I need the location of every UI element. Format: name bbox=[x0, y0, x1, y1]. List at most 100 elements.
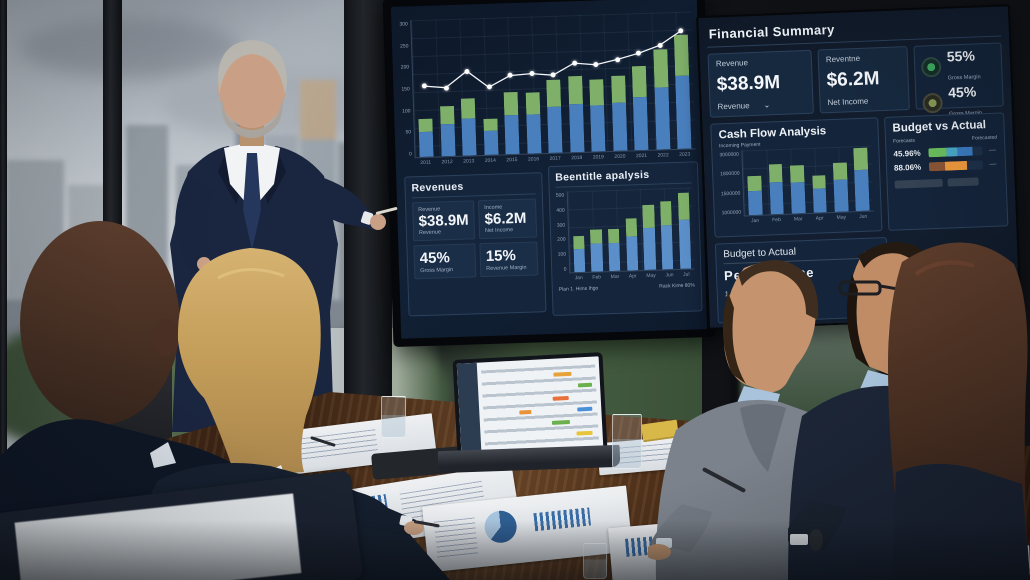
y-tick: 100 bbox=[557, 251, 567, 258]
x-tick: 2023 bbox=[679, 151, 691, 158]
pie-chart bbox=[483, 509, 519, 545]
stacked-bar bbox=[607, 190, 621, 272]
presentation-tv: 300 250 200 150 100 50 0 2011 2012 2013 2014 2015 2… bbox=[382, 0, 716, 347]
x-tick: 2020 bbox=[614, 153, 626, 160]
bar-series bbox=[743, 146, 874, 216]
status-chip bbox=[577, 382, 593, 388]
paper-in-folder bbox=[14, 493, 302, 580]
trend-point bbox=[464, 68, 470, 74]
stacked-bar bbox=[789, 148, 806, 214]
bar-segment-base bbox=[573, 249, 586, 273]
x-tick: 2012 bbox=[441, 159, 453, 166]
x-tick: 2021 bbox=[635, 152, 648, 160]
status-chip bbox=[577, 406, 593, 412]
x-tick: 2016 bbox=[527, 156, 540, 163]
bar-segment bbox=[946, 147, 958, 157]
bar-segment-top bbox=[790, 165, 805, 183]
trend-point bbox=[421, 83, 428, 89]
budget-percent: 45.96% bbox=[893, 148, 921, 159]
stacked-bar bbox=[747, 150, 763, 216]
y-tick: 200 bbox=[400, 64, 410, 71]
budget-bar bbox=[928, 146, 983, 158]
kpi-card-revenue-margin: 15% Revenue Margin bbox=[479, 241, 539, 277]
x-tick: 2019 bbox=[592, 154, 605, 161]
x-tick: 2017 bbox=[549, 155, 561, 162]
dropdown-label: Revenue bbox=[717, 101, 750, 112]
dimmed-row bbox=[894, 177, 999, 189]
bar-segment-top bbox=[590, 229, 602, 245]
margin-gauges: 55% Gross Margin 45% Gross Margin bbox=[913, 42, 1004, 118]
stacked-bar bbox=[589, 190, 603, 272]
laptop-sidebar bbox=[456, 362, 482, 454]
x-tick: Apr bbox=[628, 273, 637, 280]
x-tick: 2015 bbox=[506, 156, 518, 164]
mini-bar-chart bbox=[533, 507, 591, 532]
bar-column bbox=[786, 148, 810, 214]
bar-segment-top bbox=[572, 236, 585, 250]
stacked-bar bbox=[768, 149, 785, 215]
card-label: Revenue bbox=[715, 58, 749, 69]
bar-segment-base bbox=[833, 178, 849, 212]
x-tick: Mar bbox=[610, 273, 620, 281]
revenue-trend-chart: 300 250 200 150 100 50 0 2011 2012 2013 2014 2015 2… bbox=[399, 11, 696, 168]
status-chip bbox=[576, 430, 593, 436]
stacked-bar bbox=[624, 189, 639, 271]
budget-percent: 88.06% bbox=[893, 162, 922, 173]
laptop-spreadsheet bbox=[456, 356, 604, 454]
bar-segment-base bbox=[608, 243, 621, 272]
x-tick: Feb bbox=[592, 274, 602, 281]
gauge-value: 55% bbox=[946, 47, 976, 65]
bar-column bbox=[850, 146, 874, 212]
bar-column bbox=[807, 147, 831, 213]
stacked-bar bbox=[811, 147, 828, 213]
column-header: Forecasts bbox=[892, 137, 916, 145]
y-tick: 500 bbox=[555, 192, 565, 199]
x-tick: Jan bbox=[750, 217, 760, 225]
bar-segment-base bbox=[590, 243, 603, 272]
water-glass bbox=[612, 414, 642, 469]
window-frame bbox=[0, 0, 7, 470]
y-tick: 300 bbox=[399, 21, 408, 28]
y-tick: 50 bbox=[405, 129, 412, 136]
y-axis-ticks: 3000000 1800000 1500000 1000000 bbox=[719, 150, 744, 227]
bar-segment-top bbox=[677, 192, 690, 221]
chart-footnote: Plan 1. Hims Ihgo bbox=[558, 285, 599, 293]
y-tick: 3000000 bbox=[719, 151, 740, 159]
stacked-bar bbox=[832, 146, 849, 212]
window-frame bbox=[344, 0, 392, 470]
bar-segment-base bbox=[769, 181, 785, 215]
tv-dashboard: 300 250 200 150 100 50 0 2011 2012 2013 2014 2015 2… bbox=[390, 0, 708, 339]
x-tick: 2014 bbox=[484, 157, 497, 165]
kpi-value: 15% bbox=[485, 247, 517, 266]
bar-segment-base bbox=[790, 181, 806, 214]
y-tick: 150 bbox=[401, 86, 410, 93]
bar-segment-base bbox=[625, 236, 639, 271]
dash: — bbox=[989, 160, 997, 168]
status-chip bbox=[552, 395, 569, 401]
y-tick: 200 bbox=[557, 236, 566, 244]
revenue-dropdown[interactable]: Revenue ⌄ bbox=[717, 99, 805, 111]
dash: — bbox=[988, 146, 997, 154]
y-tick: 400 bbox=[556, 207, 565, 214]
budget-row: 88.06% — bbox=[894, 160, 998, 173]
dim-bar bbox=[894, 178, 943, 189]
x-tick: 2022 bbox=[657, 152, 669, 159]
panel-title: Budget vs Actual bbox=[892, 119, 987, 135]
cloud bbox=[20, 18, 240, 78]
y-tick: 0 bbox=[408, 151, 412, 158]
y-tick: 1000000 bbox=[721, 209, 742, 217]
card-value: $6.2M bbox=[826, 68, 880, 92]
water-glass bbox=[381, 396, 406, 438]
y-tick: 1800000 bbox=[720, 170, 740, 178]
bar-segment-top bbox=[768, 164, 783, 182]
column-header: Forecasted bbox=[971, 134, 998, 142]
gauge-icon bbox=[922, 92, 943, 114]
kpi-value: $6.2M bbox=[484, 209, 527, 229]
bar-segment-top bbox=[853, 147, 869, 171]
card-footer: Net Income bbox=[827, 96, 869, 108]
bar-segment-top bbox=[747, 175, 762, 192]
bar-segment bbox=[928, 161, 946, 172]
x-tick: 2011 bbox=[420, 159, 432, 167]
gross-margin-gauge: 55% Gross Margin bbox=[920, 47, 996, 86]
